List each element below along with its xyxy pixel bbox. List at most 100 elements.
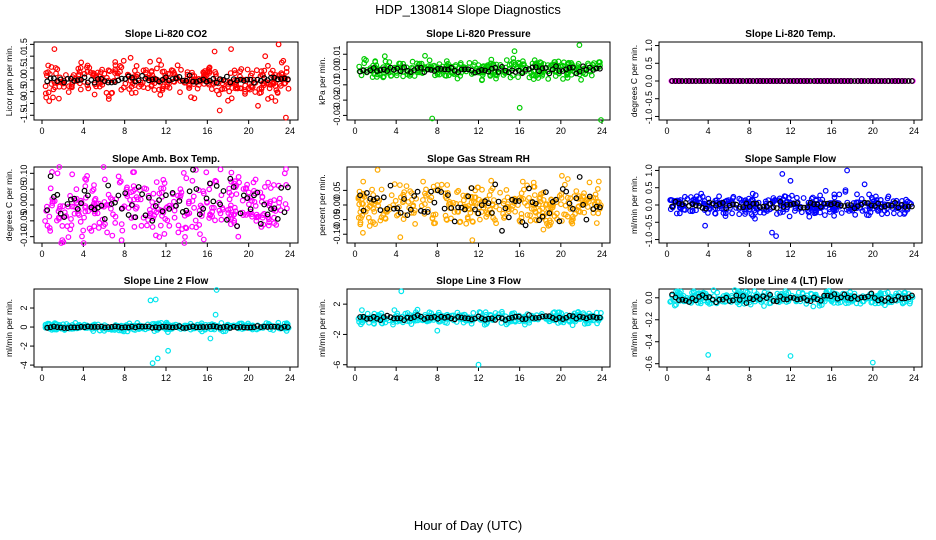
mean-point <box>98 323 105 330</box>
data-point <box>394 212 400 219</box>
data-point <box>65 203 72 210</box>
data-point <box>500 200 507 207</box>
mean-point <box>64 201 71 207</box>
mean-point <box>692 202 699 209</box>
data-point <box>69 171 76 178</box>
data-point <box>673 210 680 217</box>
mean-point <box>682 199 689 206</box>
mean-point <box>465 193 472 200</box>
mean-point <box>590 313 597 320</box>
y-tick-label: -1.5 <box>19 108 29 124</box>
data-point <box>443 195 450 202</box>
mean-point <box>404 212 411 219</box>
mean-point <box>169 189 176 196</box>
mean-point <box>285 324 291 331</box>
data-point <box>84 68 91 75</box>
y-axis-label: Licor ppm per min. <box>4 46 14 116</box>
data-point <box>412 317 419 324</box>
mean-point <box>828 78 834 84</box>
data-point <box>781 193 788 200</box>
y-tick-label: 0.05 <box>19 180 29 198</box>
mean-point <box>861 294 868 301</box>
x-tick-label: 16 <box>515 373 525 383</box>
data-point <box>420 178 427 185</box>
mean-point <box>384 205 391 212</box>
outlier-point <box>787 353 794 359</box>
mean-point <box>892 78 898 84</box>
data-point <box>218 216 225 223</box>
outlier-point <box>769 229 775 236</box>
mean-point <box>482 67 489 74</box>
mean-point <box>593 203 600 210</box>
data-point <box>463 220 470 227</box>
y-tick-label: -0.02 <box>332 90 342 111</box>
data-point <box>79 233 85 240</box>
y-axis-label: degrees C per min. <box>629 45 639 117</box>
data-point <box>131 223 138 230</box>
y-tick-label: 0.00 <box>332 61 342 79</box>
mean-point <box>780 296 787 303</box>
mean-point <box>394 315 401 322</box>
mean-point <box>522 222 529 229</box>
x-tick-label: 16 <box>202 373 212 383</box>
mean-point <box>750 78 757 84</box>
mean-point <box>556 314 563 321</box>
data-point <box>109 232 116 239</box>
data-point <box>723 292 730 299</box>
outlier-point <box>283 114 289 121</box>
x-tick-label: 8 <box>122 249 127 259</box>
mean-point <box>669 203 675 210</box>
data-point <box>217 166 224 173</box>
mean-point <box>844 78 851 84</box>
data-point <box>268 94 275 101</box>
data-point <box>130 169 136 176</box>
data-point <box>517 218 523 225</box>
mean-point <box>64 325 71 332</box>
data-point <box>714 289 721 296</box>
mean-point <box>495 69 502 75</box>
outlier-point <box>360 178 367 185</box>
data-point <box>378 320 385 327</box>
mean-point <box>424 66 431 73</box>
x-tick-label: 8 <box>747 126 752 136</box>
outlier-point <box>255 102 261 109</box>
mean-point <box>237 76 244 83</box>
data-point <box>174 192 181 199</box>
data-point <box>162 77 169 84</box>
mean-point <box>448 205 455 211</box>
mean-point <box>770 298 777 304</box>
x-tick-label: 16 <box>202 126 212 136</box>
mean-point <box>374 195 380 202</box>
mean-point <box>360 207 367 214</box>
data-point <box>882 290 888 297</box>
mean-point <box>726 78 733 84</box>
mean-point <box>794 200 800 207</box>
x-tick-label: 4 <box>706 249 711 259</box>
data-point <box>203 198 210 205</box>
mean-point <box>240 324 247 331</box>
mean-point <box>740 78 746 84</box>
mean-point <box>740 293 746 299</box>
mean-point <box>128 202 135 208</box>
data-point <box>501 198 508 204</box>
mean-point <box>193 186 200 192</box>
data-point <box>432 211 439 218</box>
mean-point <box>824 292 831 299</box>
data-point <box>47 227 54 234</box>
mean-point <box>719 78 726 84</box>
data-point <box>251 198 258 205</box>
data-point <box>109 89 115 96</box>
data-point <box>119 227 126 234</box>
mean-point <box>773 78 780 84</box>
data-point <box>250 76 257 83</box>
data-point <box>142 69 149 76</box>
data-point <box>411 209 417 216</box>
mean-point <box>125 324 132 331</box>
data-point <box>56 95 62 102</box>
mean-point <box>230 76 237 83</box>
data-point <box>502 64 509 71</box>
data-point <box>112 219 119 226</box>
mean-point <box>696 78 703 84</box>
x-tick-label: 4 <box>81 249 86 259</box>
mean-point <box>135 77 142 84</box>
